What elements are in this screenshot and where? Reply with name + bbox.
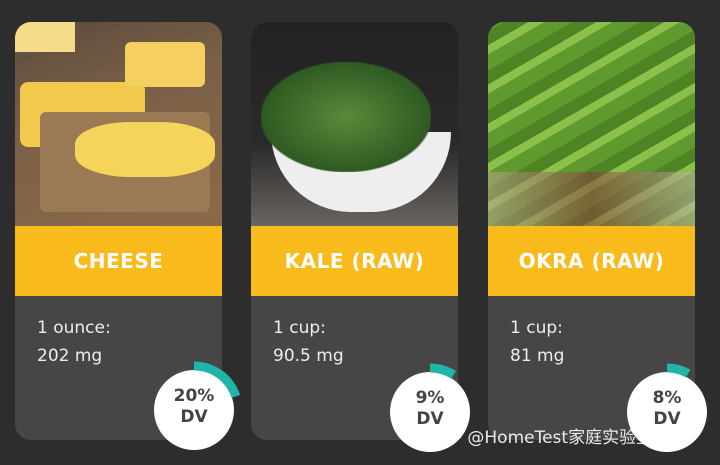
dv-value: 8% bbox=[652, 388, 682, 408]
dv-circle bbox=[627, 372, 707, 452]
dv-gauge: 9% DV bbox=[380, 362, 480, 462]
card-kale: KALE (RAW) 1 cup: 90.5 mg bbox=[251, 22, 458, 440]
dv-gauge: 20% DV bbox=[144, 360, 244, 460]
card-cheese: CHEESE 1 ounce: 202 mg bbox=[15, 22, 222, 440]
amount: 202 mg bbox=[37, 346, 103, 366]
dv-value: 9% bbox=[415, 388, 445, 408]
item-title: KALE (RAW) bbox=[251, 226, 458, 296]
item-title: OKRA (RAW) bbox=[488, 226, 695, 296]
item-title: CHEESE bbox=[15, 226, 222, 296]
kale-photo bbox=[251, 22, 458, 226]
cheese-photo bbox=[15, 22, 222, 226]
serving: 1 cup: bbox=[273, 318, 326, 338]
dv-label: DV bbox=[416, 409, 444, 429]
watermark: 知乎 @HomeTest家庭实验室 bbox=[428, 428, 654, 448]
card-okra: OKRA (RAW) 1 cup: 81 mg bbox=[488, 22, 695, 440]
dv-value: 20% bbox=[173, 386, 215, 406]
serving: 1 ounce: bbox=[37, 318, 111, 338]
dv-gauge: 8% DV bbox=[617, 362, 717, 462]
dv-label: DV bbox=[180, 407, 208, 427]
dv-arc bbox=[429, 363, 456, 379]
dv-circle bbox=[390, 372, 470, 452]
dv-arc bbox=[666, 363, 691, 378]
serving: 1 cup: bbox=[510, 318, 563, 338]
dv-label: DV bbox=[653, 409, 681, 429]
okra-photo bbox=[488, 22, 695, 226]
amount: 90.5 mg bbox=[273, 346, 344, 366]
dv-arc bbox=[193, 361, 241, 398]
amount: 81 mg bbox=[510, 346, 565, 366]
dv-circle bbox=[154, 370, 234, 450]
